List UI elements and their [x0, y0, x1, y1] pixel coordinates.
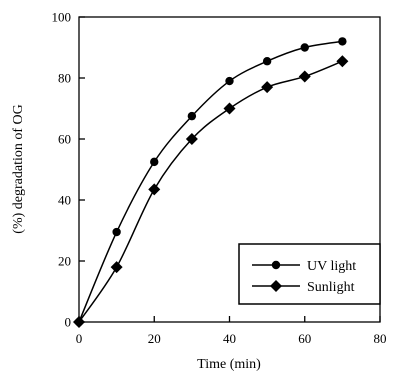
data-point-sunlight — [336, 55, 349, 68]
series-layer — [73, 37, 349, 328]
data-point-uv-light — [150, 157, 159, 167]
data-point-sunlight — [298, 70, 311, 83]
x-axis-title: Time (min) — [197, 357, 261, 372]
y-axis-title: (%) degradation of OG — [11, 104, 26, 233]
y-tick-label: 40 — [58, 193, 71, 208]
legend-box — [238, 243, 381, 305]
data-point-uv-light — [262, 57, 272, 66]
data-point-sunlight — [223, 102, 236, 115]
y-tick-label: 100 — [52, 10, 72, 25]
y-tick-label: 60 — [58, 132, 71, 147]
x-tick-label: 60 — [298, 331, 311, 346]
legend-label-sunlight: Sunlight — [307, 280, 355, 295]
legend-marker-sunlight — [270, 280, 282, 292]
x-tick-label: 40 — [223, 331, 236, 346]
data-point-sunlight — [73, 316, 85, 328]
x-tick-label: 20 — [148, 331, 161, 346]
data-point-sunlight — [110, 261, 123, 274]
data-point-uv-light — [338, 37, 347, 46]
data-point-uv-light — [112, 227, 121, 237]
x-tick-label: 0 — [76, 331, 83, 346]
data-point-uv-light — [300, 43, 309, 52]
x-tick-label: 80 — [374, 331, 387, 346]
data-point-uv-light — [225, 76, 234, 86]
y-axis: 0 20 40 60 80 100 — [52, 10, 85, 330]
y-tick-label: 20 — [58, 254, 71, 269]
data-point-sunlight — [185, 133, 198, 145]
y-tick-label: 80 — [58, 71, 71, 86]
legend: UV light Sunlight — [238, 243, 381, 305]
data-point-sunlight — [261, 81, 274, 94]
data-point-sunlight — [148, 183, 161, 196]
x-axis: 0 20 40 60 80 — [76, 316, 387, 346]
legend-marker-uv — [271, 260, 281, 270]
legend-label-uv: UV light — [307, 259, 356, 274]
data-point-uv-light — [187, 111, 197, 121]
y-tick-label: 0 — [65, 315, 72, 330]
